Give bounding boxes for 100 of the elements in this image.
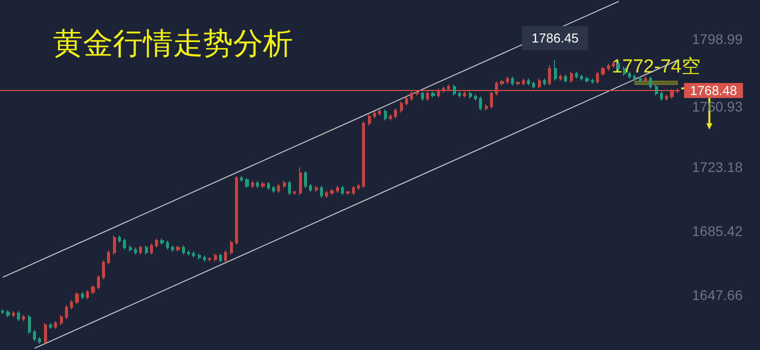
- candlestick: [325, 190, 328, 198]
- candlestick: [591, 78, 594, 84]
- candlestick: [426, 90, 429, 102]
- candlestick: [607, 63, 610, 72]
- y-tick-label: 1685.42: [692, 222, 743, 239]
- candlestick: [44, 322, 47, 344]
- candlestick: [17, 310, 20, 322]
- candlestick: [596, 71, 599, 84]
- candlestick: [113, 235, 116, 255]
- candlestick: [12, 310, 15, 318]
- candlestick: [421, 90, 424, 102]
- candlestick: [564, 74, 567, 84]
- candlestick: [214, 252, 217, 262]
- candlestick: [346, 190, 350, 196]
- candlestick: [447, 84, 450, 92]
- candlestick: [166, 240, 169, 250]
- candlestick: [315, 185, 318, 192]
- candlestick: [639, 76, 642, 84]
- candlestick: [479, 96, 482, 111]
- candlestick: [532, 81, 535, 90]
- candlestick: [75, 292, 79, 305]
- candlestick: [384, 108, 387, 121]
- candlestick: [123, 238, 126, 250]
- candlestick: [527, 78, 530, 86]
- candlestick: [405, 96, 408, 106]
- candlestick: [293, 190, 296, 196]
- candlestick: [320, 185, 323, 198]
- candlestick: [160, 238, 164, 246]
- candlestick: [91, 284, 95, 295]
- candlestick: [171, 245, 174, 252]
- candlestick: [267, 181, 270, 190]
- candlestick: [118, 235, 121, 244]
- candlestick: [187, 250, 190, 256]
- candlestick: [474, 94, 477, 102]
- candlestick: [145, 245, 148, 255]
- candlestick: [538, 78, 541, 90]
- candlestick: [288, 180, 291, 196]
- candlestick: [277, 183, 280, 194]
- candlestick: [580, 74, 583, 82]
- candlestick: [224, 250, 227, 263]
- candlestick: [357, 183, 360, 190]
- candlestick: [230, 240, 233, 255]
- candlestick: [49, 322, 52, 330]
- candlestick: [495, 81, 498, 96]
- candlestick: [134, 247, 137, 255]
- candlestick: [176, 245, 180, 252]
- candlestick: [665, 94, 668, 102]
- candlestick: [208, 257, 211, 262]
- candlestick: [86, 290, 89, 300]
- candlestick: [559, 74, 562, 82]
- candlestick: [676, 88, 679, 94]
- candlestick: [102, 260, 105, 280]
- candlestick: [660, 90, 663, 102]
- y-tick-label: 1723.18: [692, 159, 743, 176]
- candlestick: [516, 81, 520, 86]
- candlestick: [336, 185, 339, 194]
- candlestick: [362, 120, 365, 189]
- candlestick: [570, 71, 573, 84]
- candlestick: [65, 304, 68, 320]
- candlestick: [1, 308, 4, 315]
- candlestick: [70, 300, 73, 310]
- candlestick: [394, 108, 397, 119]
- candlestick: [378, 108, 381, 116]
- candlestick: [107, 250, 110, 265]
- y-tick-label: 1647.66: [692, 286, 743, 303]
- candlestick: [437, 88, 440, 98]
- candlestick: [235, 176, 238, 246]
- candlestick: [485, 104, 488, 111]
- candlestick: [192, 250, 195, 258]
- candlestick: [463, 90, 466, 98]
- candlestick: [129, 245, 132, 252]
- candlestick: [506, 76, 509, 84]
- candlestick: [54, 320, 57, 330]
- candlestick: [469, 90, 472, 100]
- candlestick: [330, 188, 334, 196]
- candlestick: [22, 314, 25, 322]
- y-tick-label: 1798.99: [692, 30, 743, 47]
- candlestick: [585, 76, 589, 84]
- candlestick: [575, 71, 578, 80]
- candlestick: [182, 245, 185, 255]
- candlestick: [6, 310, 10, 318]
- candlestick: [400, 100, 403, 113]
- candlestick: [139, 245, 142, 255]
- candlestick: [240, 176, 243, 182]
- candlestick: [245, 177, 249, 189]
- candlestick: [500, 79, 504, 86]
- candlestick: [155, 238, 158, 248]
- candlestick: [522, 78, 525, 86]
- candlestick: [33, 329, 36, 342]
- candlestick: [543, 78, 546, 86]
- candlestick: [256, 180, 259, 189]
- candlestick: [453, 84, 456, 96]
- candlestick: [368, 114, 371, 126]
- ref-line-label: 1768.48: [690, 82, 737, 98]
- candlestick: [341, 185, 344, 196]
- candlestick: [203, 254, 206, 262]
- candlestick: [304, 170, 307, 189]
- candlestick: [198, 252, 201, 260]
- candlestick: [309, 183, 312, 192]
- candlestick: [644, 76, 647, 84]
